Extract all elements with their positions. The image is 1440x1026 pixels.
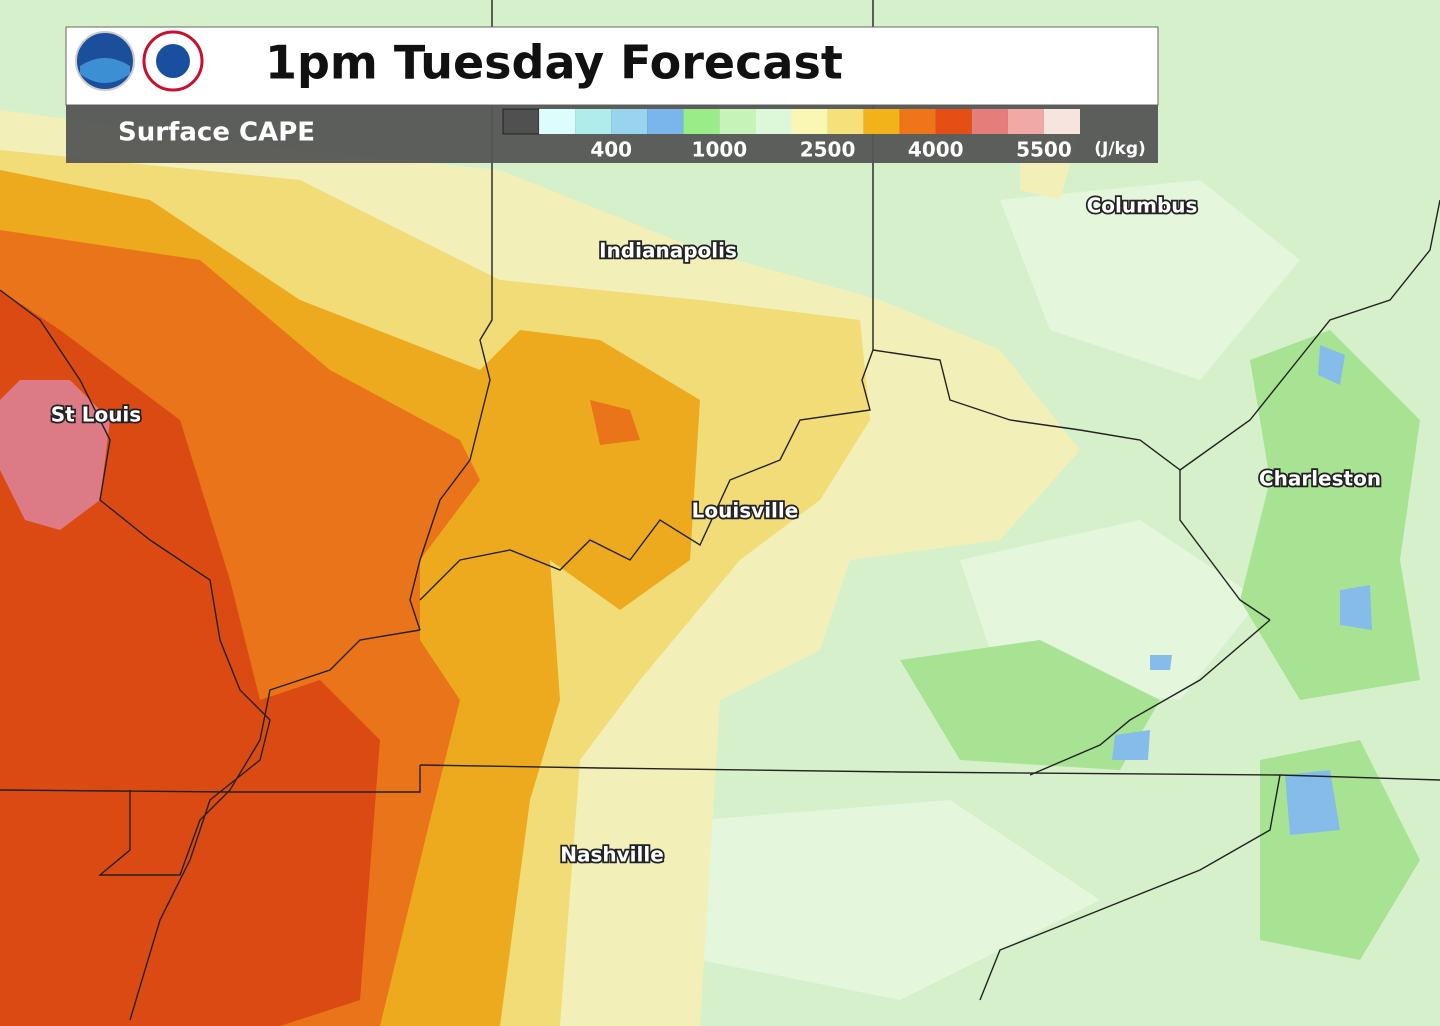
legend-swatch [719,109,756,134]
legend-swatch [1043,109,1080,134]
title-box [65,26,1159,106]
subtitle: Surface CAPE [118,118,315,148]
legend-label: 4000 [908,138,964,162]
city-label: Charleston [1259,467,1381,491]
legend: 400 1000 2500 4000 5500 (J/kg) [502,108,1146,162]
legend-swatch [539,109,576,134]
legend-swatch [1007,109,1044,134]
legend-swatch [827,109,864,134]
legend-label: 5500 [1016,138,1072,162]
legend-swatch [755,109,792,134]
city-label: Columbus [1087,194,1198,218]
city-label: Indianapolis [599,239,737,263]
legend-swatch [647,109,684,134]
legend-swatch [575,109,612,134]
legend-label: 400 [590,138,632,162]
legend-swatch [502,108,540,135]
title: 1pm Tuesday Forecast [265,36,843,90]
noaa-logo-wave [80,58,130,83]
legend-swatch [863,109,900,134]
legend-label: 2500 [800,138,856,162]
legend-swatch [791,109,828,134]
legend-label: 1000 [692,138,748,162]
city-label: Nashville [560,843,664,867]
legend-swatch [611,109,648,134]
city-label: Louisville [692,499,799,523]
cape-field [0,110,1420,1026]
header-panel: 1pm Tuesday Forecast Surface CAPE 400 100… [65,26,1159,163]
legend-swatch [971,109,1008,134]
legend-swatch [935,109,972,134]
nws-logo-inner [156,44,190,78]
legend-units: (J/kg) [1094,139,1146,159]
legend-swatch [683,109,720,134]
city-label: St Louis [51,403,141,427]
city-labels: Indianapolis Columbus St Louis Louisvill… [49,192,1383,869]
legend-swatch [899,109,936,134]
